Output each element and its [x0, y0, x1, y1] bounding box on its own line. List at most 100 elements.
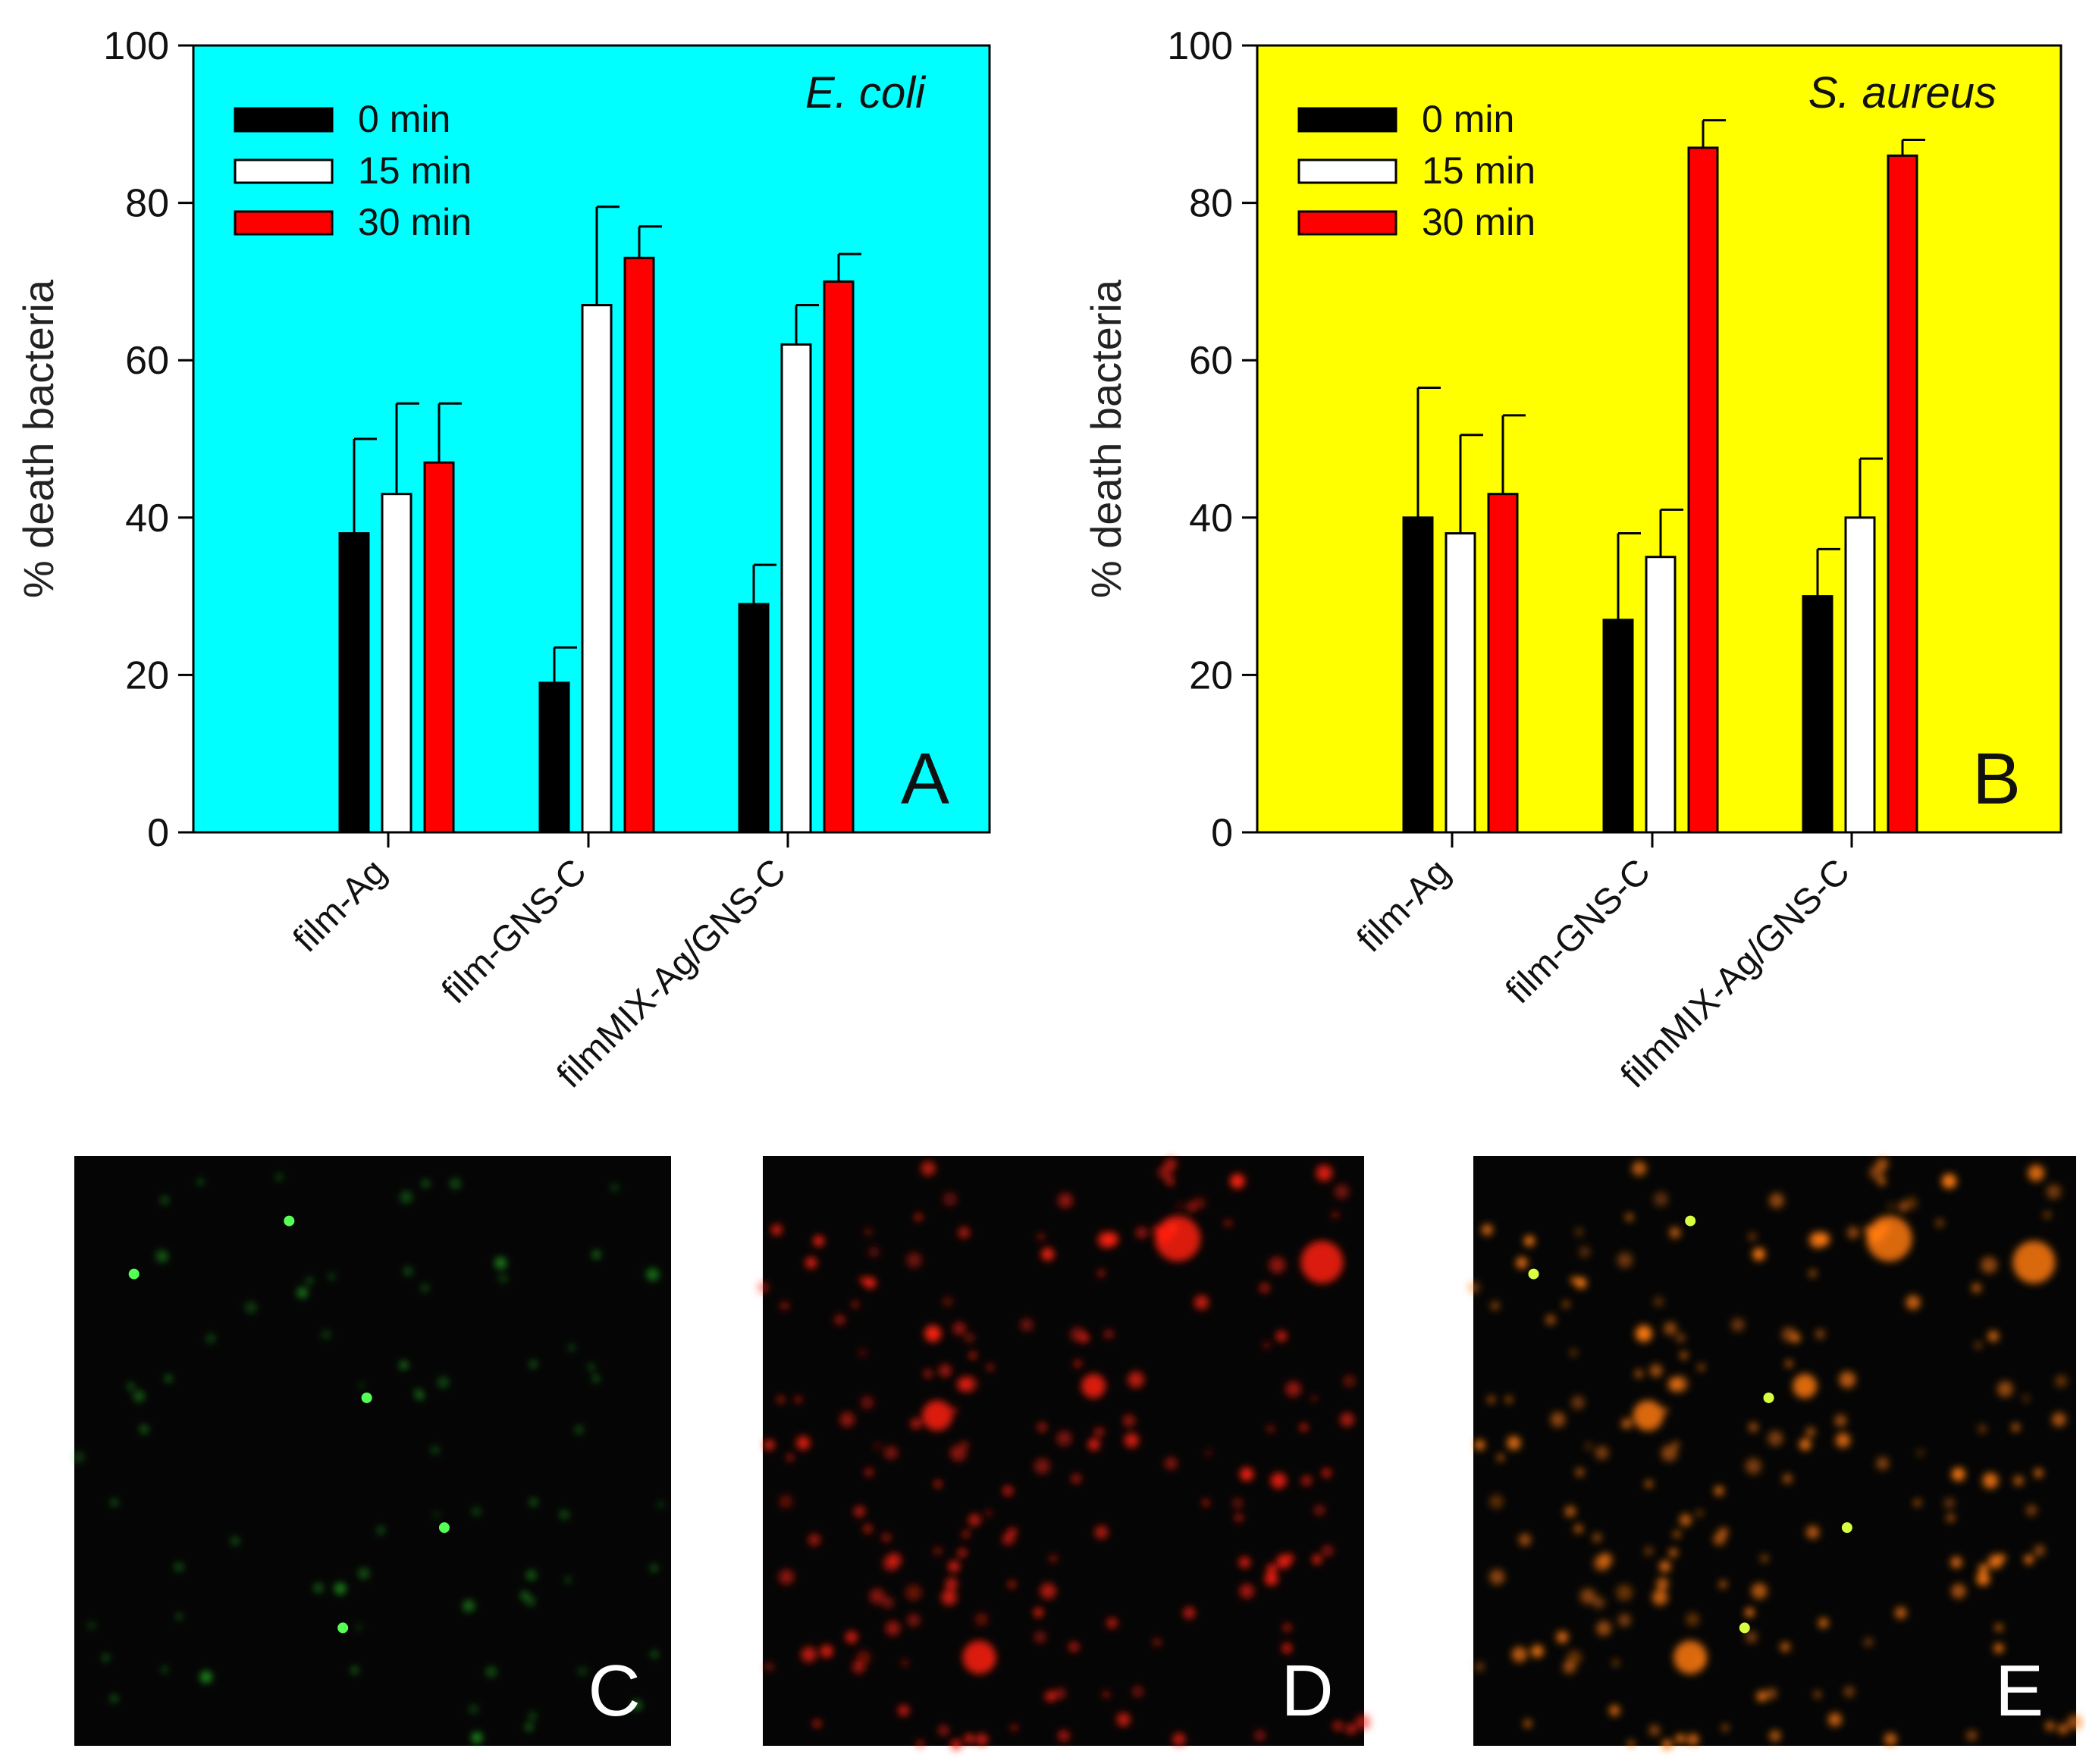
cell-spot — [1058, 1192, 1073, 1208]
cell-spot — [560, 1510, 569, 1520]
cell-spot — [1898, 1202, 1909, 1212]
x-category-label: film-GNS-C — [434, 851, 594, 1011]
cell-spot — [1993, 1643, 2004, 1653]
cell-spot — [1686, 1612, 1700, 1627]
x-category-label: film-GNS-C — [1498, 851, 1658, 1011]
cell-spot — [358, 1568, 369, 1579]
cell-spot — [1766, 1688, 1777, 1700]
cell-spot — [1698, 1364, 1705, 1371]
cell-spot — [911, 1418, 921, 1429]
micrograph-cells — [73, 1173, 664, 1743]
cell-spot — [1545, 1314, 1556, 1325]
chart-panel-a: 0 20 40 60 80 100 % death bacteria film-Ag film-… — [14, 24, 991, 1096]
cell-spot — [1751, 1583, 1768, 1600]
cell-spot — [1550, 1412, 1566, 1427]
organism-label: S. aureus — [1808, 68, 1997, 117]
cell-spot — [1239, 1584, 1255, 1599]
cell-spot — [1034, 1631, 1046, 1643]
cell-spot — [938, 1725, 949, 1736]
cell-spot — [174, 1562, 184, 1571]
cell-spot — [1475, 1662, 1485, 1672]
cell-spot — [1575, 1277, 1587, 1289]
cell-spot — [1713, 1533, 1726, 1546]
cell-spot — [1165, 1158, 1178, 1170]
cell-spot — [2026, 1505, 2037, 1516]
cell-spot — [1055, 1688, 1066, 1700]
cell-spot — [1505, 1396, 1512, 1403]
cell-spot — [1283, 1624, 1291, 1631]
cell-spot — [1662, 1739, 1673, 1750]
micrograph-c: C — [73, 1156, 671, 1746]
cell-spot — [592, 1251, 601, 1258]
cell-spot — [1128, 1371, 1144, 1388]
cell-spot — [1332, 1211, 1339, 1219]
cell-spot — [796, 1436, 811, 1450]
bar-filmmix-ag-gns-c-0-min — [738, 603, 770, 834]
cell-spot — [1239, 1556, 1250, 1568]
cell-spot — [1864, 1637, 1873, 1647]
cell-spot — [1322, 1545, 1333, 1556]
cell-spot — [1976, 1572, 1990, 1586]
y-axis-title: % death bacteria — [14, 279, 62, 598]
bright-cell — [1685, 1215, 1696, 1227]
cell-spot — [1314, 1505, 1325, 1516]
cell-spot — [1653, 1192, 1668, 1207]
cell-spot — [463, 1600, 475, 1612]
cell-spot — [808, 1534, 820, 1546]
cell-spot — [1176, 1203, 1183, 1210]
bar-film-gns-c-30-min — [1687, 146, 1719, 834]
cell-spot — [1769, 1192, 1784, 1208]
cell-spot — [1040, 1583, 1056, 1600]
cell-spot — [197, 1179, 204, 1185]
cell-spot — [813, 1719, 821, 1728]
cell-spot — [1487, 1396, 1495, 1404]
cell-spot — [1008, 1581, 1016, 1588]
cell-spot — [921, 1161, 936, 1176]
cell-spot — [651, 1565, 657, 1571]
cell-spot — [1575, 1228, 1583, 1236]
cell-spot — [87, 1621, 96, 1630]
cell-spot — [526, 1570, 536, 1580]
cell-spot — [1768, 1430, 1783, 1446]
cell-spot — [1194, 1295, 1209, 1310]
cell-spot — [854, 1506, 865, 1517]
cell-spot — [958, 1548, 967, 1557]
cell-spot — [1617, 1252, 1633, 1268]
cell-spot — [1995, 1624, 2003, 1631]
cell-spot — [1676, 1333, 1686, 1343]
cell-spot — [1847, 1227, 1859, 1239]
cell-spot — [864, 1277, 876, 1289]
bar-film-gns-c-15-min — [581, 304, 613, 834]
cell-spot — [2052, 1412, 2066, 1427]
legend-label: 30 min — [358, 201, 472, 243]
cell-spot — [1661, 1445, 1678, 1462]
cell-spot — [2067, 1714, 2083, 1730]
cell-spot — [864, 1524, 872, 1534]
cell-spot — [1975, 1342, 1982, 1349]
cell-spot — [206, 1334, 215, 1343]
cell-spot — [2012, 1423, 2020, 1431]
y-tick-label: 20 — [125, 653, 169, 697]
cell-spot — [1355, 1714, 1371, 1730]
cell-spot — [400, 1361, 408, 1369]
cell-spot — [329, 1274, 334, 1280]
cell-spot — [2046, 1184, 2062, 1199]
cell-spot — [1664, 1322, 1677, 1335]
cell-spot — [845, 1631, 858, 1643]
cell-spot — [939, 1364, 952, 1377]
cell-spot — [905, 1584, 922, 1601]
cell-spot — [1654, 1296, 1664, 1307]
cell-spot — [165, 1375, 172, 1382]
cell-spot — [1002, 1533, 1015, 1546]
cell-spot — [820, 1644, 833, 1658]
cell-spot — [1972, 1283, 1981, 1293]
cell-spot — [780, 1301, 789, 1310]
cell-spot — [948, 1560, 960, 1572]
cell-spot — [565, 1577, 571, 1583]
bar-filmmix-ag-gns-c-15-min — [1844, 516, 1876, 834]
cell-spot — [933, 1546, 943, 1556]
cell-spot — [969, 1352, 977, 1359]
cell-spot — [1997, 1380, 2013, 1397]
cell-spot — [1987, 1330, 1999, 1342]
cell-spot — [950, 1407, 958, 1415]
